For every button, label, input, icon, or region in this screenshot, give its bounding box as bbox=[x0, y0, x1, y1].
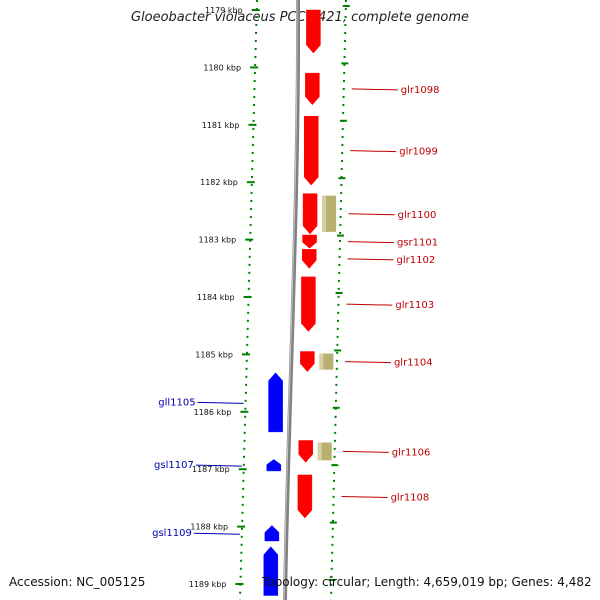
feature-block-shade bbox=[322, 195, 327, 232]
plus-strand-gene-arrow bbox=[303, 115, 319, 186]
gene-label-leader bbox=[351, 88, 398, 91]
plus-strand-gene-arrow bbox=[302, 234, 317, 249]
gene-label-leader bbox=[348, 213, 395, 216]
feature-block-shade bbox=[317, 442, 322, 461]
gene-label: gsl1109 bbox=[152, 528, 192, 539]
scale-tick-label: 1183 kbp bbox=[199, 236, 237, 245]
scale-tick-label: 1179 kbp bbox=[205, 6, 243, 15]
gene-features bbox=[263, 9, 337, 596]
minus-strand-gene-arrow bbox=[264, 525, 280, 542]
genome-backbone bbox=[283, 0, 301, 600]
genome-axis-line bbox=[283, 0, 301, 600]
gene-label-leader bbox=[195, 464, 242, 467]
gene-label-leader bbox=[350, 150, 397, 153]
feature-block-shade bbox=[319, 353, 324, 370]
scale-tick-label: 1188 kbp bbox=[190, 523, 228, 532]
genome-axis-highlight bbox=[283, 0, 298, 600]
gene-label: gsr1101 bbox=[397, 238, 438, 249]
scale-tick-label: 1187 kbp bbox=[192, 465, 230, 474]
minus-strand-gene-arrow bbox=[268, 372, 283, 433]
gene-label: glr1103 bbox=[395, 300, 434, 311]
gene-label-leader bbox=[193, 532, 240, 535]
gene-label: glr1104 bbox=[394, 358, 433, 369]
gene-label: glr1106 bbox=[392, 447, 431, 458]
gene-labels: glr1098 glr1099 glr1100 gsr1101 glr1102 glr11… bbox=[152, 85, 439, 539]
left-track-line bbox=[239, 0, 258, 600]
plus-strand-gene-arrow bbox=[306, 9, 321, 54]
gene-label: glr1099 bbox=[399, 147, 438, 158]
plus-strand-gene-arrow bbox=[297, 474, 313, 519]
gene-label-leader bbox=[197, 401, 244, 404]
scale-tick-label: 1181 kbp bbox=[202, 121, 240, 130]
plus-strand-gene-arrow bbox=[301, 276, 316, 332]
genome-info-label: Topology: circular; Length: 4,659,019 bp… bbox=[262, 575, 592, 589]
gene-label: glr1100 bbox=[398, 210, 437, 221]
gene-label-leader bbox=[341, 495, 388, 498]
scale-tick-label: 1189 kbp bbox=[189, 580, 227, 589]
scale-tick-label: 1182 kbp bbox=[200, 178, 238, 187]
gene-label-leader bbox=[342, 450, 389, 453]
gene-label: gll1105 bbox=[158, 397, 195, 408]
plus-strand-gene-arrow bbox=[300, 351, 315, 372]
minus-strand-gene-arrow bbox=[266, 459, 282, 472]
scale-tick-label: 1184 kbp bbox=[197, 293, 235, 302]
gene-label: gsl1107 bbox=[154, 460, 194, 471]
gene-label-leader bbox=[346, 303, 393, 306]
accession-label: Accession: NC_005125 bbox=[9, 575, 146, 589]
gene-label: glr1108 bbox=[391, 492, 430, 503]
plus-strand-gene-arrow bbox=[302, 193, 318, 235]
minus-strand-gene-arrow bbox=[263, 546, 279, 596]
gene-label: glr1102 bbox=[397, 255, 436, 266]
plus-strand-gene-arrow bbox=[302, 249, 317, 269]
gene-label-leader bbox=[344, 361, 391, 364]
plus-strand-gene-arrow bbox=[298, 440, 313, 463]
right-track-line bbox=[330, 0, 347, 600]
scale-tick-label: 1186 kbp bbox=[194, 408, 232, 417]
gene-label-leader bbox=[347, 241, 394, 244]
gene-label: glr1098 bbox=[401, 85, 440, 96]
plus-strand-gene-arrow bbox=[305, 72, 320, 106]
scale-ticks: 1179 kbp 1180 kbp 1181 kbp 1182 kbp 1183 kbp… bbox=[189, 5, 350, 589]
scale-tick-label: 1180 kbp bbox=[203, 63, 241, 72]
gene-label-leader bbox=[347, 258, 394, 261]
scale-tick-label: 1185 kbp bbox=[195, 350, 233, 359]
